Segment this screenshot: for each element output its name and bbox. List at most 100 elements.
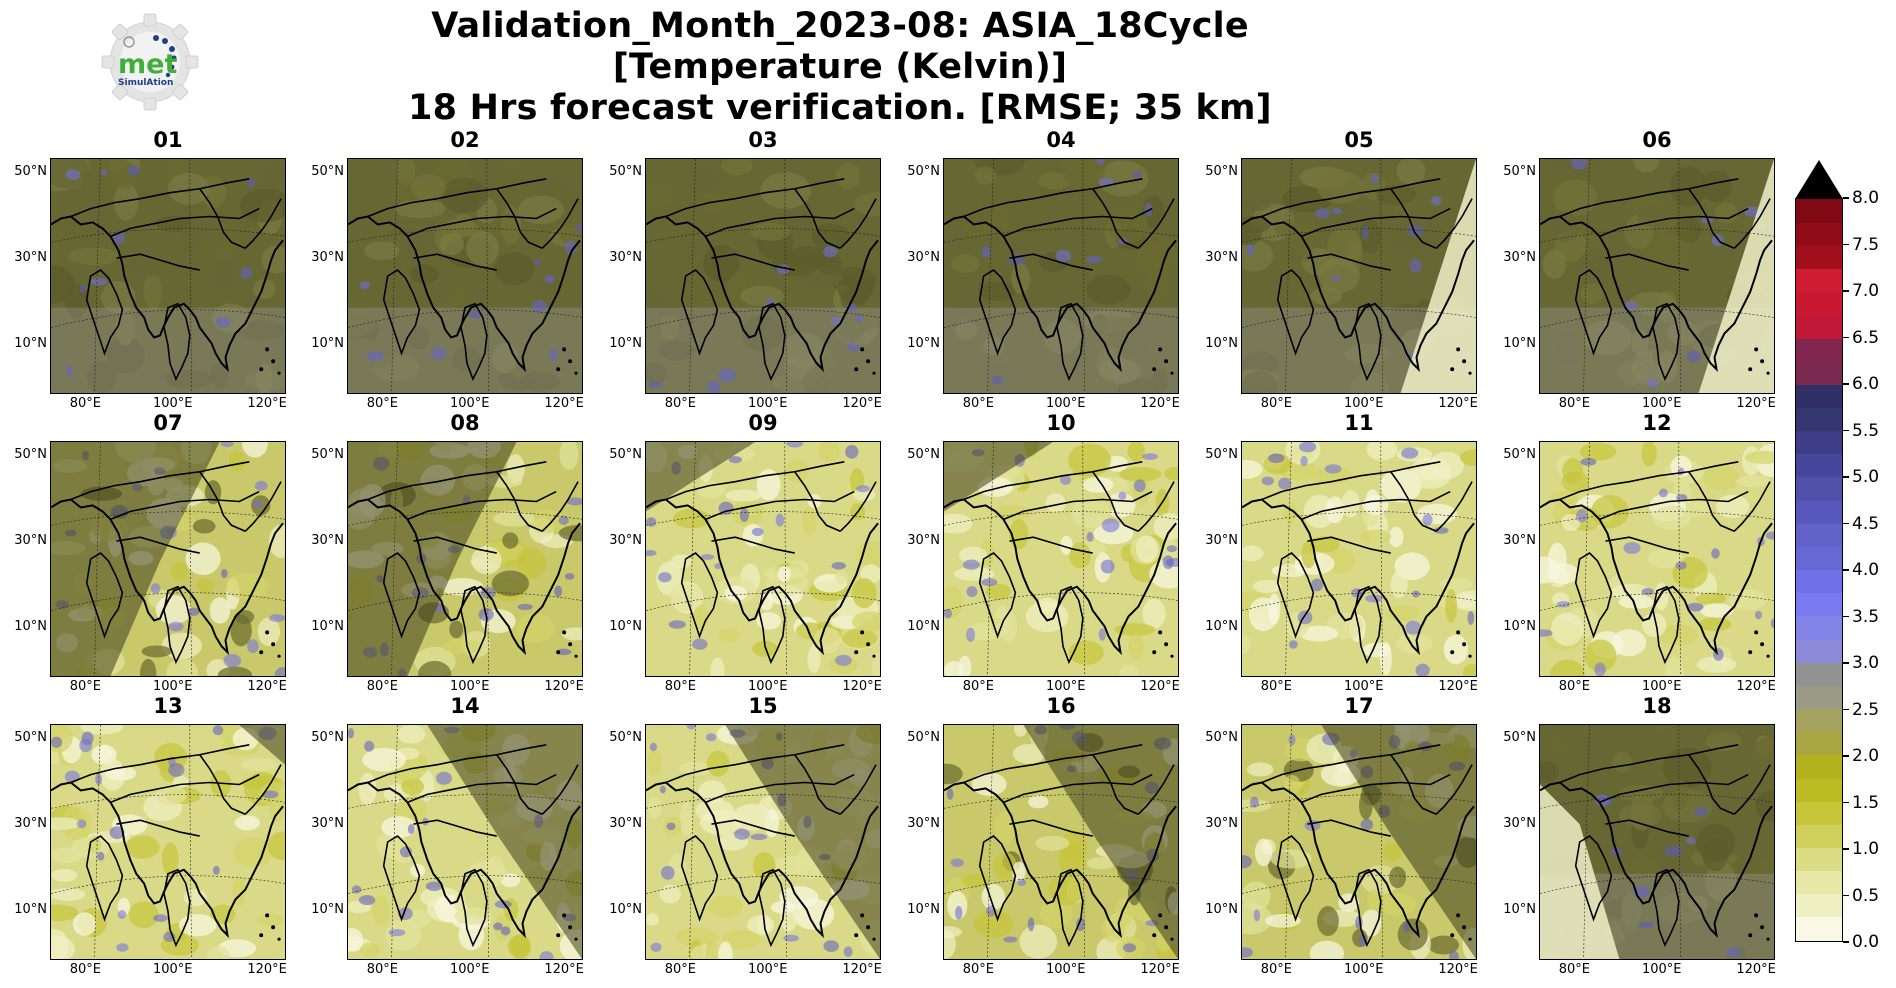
lon-tick-label: 120°E (247, 679, 287, 694)
rmse-map-panel (645, 441, 881, 677)
lat-tick-label: 10°N (609, 902, 642, 918)
panel-title: 02 (450, 128, 480, 152)
figure-title: Validation_Month_2023-08: ASIA_18Cycle [… (330, 6, 1350, 129)
rmse-map-panel (943, 441, 1179, 677)
colorbar (1795, 198, 1843, 942)
lon-tick-label: 80°E (1558, 679, 1591, 694)
lat-tick-label: 30°N (1205, 533, 1238, 549)
lat-tick-label: 30°N (1503, 533, 1536, 549)
logo-main-text: met (118, 49, 177, 80)
lat-tick-label: 50°N (14, 729, 47, 745)
colorbar-segment (1796, 777, 1842, 802)
lon-tick-label: 120°E (247, 396, 287, 411)
rmse-map-panel (1241, 724, 1477, 960)
colorbar-tick-label: 8.0 (1852, 188, 1880, 208)
colorbar-tick-label: 5.0 (1852, 467, 1880, 487)
lon-tick-label: 80°E (366, 962, 399, 977)
colorbar-segment (1796, 268, 1842, 293)
lon-tick-label: 120°E (1140, 679, 1180, 694)
lat-tick-label: 10°N (907, 336, 940, 352)
lon-tick-label: 80°E (664, 396, 697, 411)
lon-tick-label: 80°E (962, 396, 995, 411)
colorbar-segment (1796, 569, 1842, 594)
lat-tick-label: 50°N (609, 446, 642, 462)
lon-tick-label: 100°E (152, 679, 193, 694)
lat-tick-label: 50°N (1503, 446, 1536, 462)
lon-tick-label: 120°E (1438, 962, 1478, 977)
lat-tick-label: 30°N (311, 533, 344, 549)
map-field (348, 159, 582, 393)
colorbar-segment (1796, 430, 1842, 455)
lon-tick-label: 80°E (69, 679, 102, 694)
lat-tick-label: 30°N (311, 816, 344, 832)
lat-tick-label: 30°N (14, 533, 47, 549)
colorbar-segment (1796, 245, 1842, 270)
colorbar-segment (1796, 337, 1842, 362)
colorbar-segment (1796, 662, 1842, 686)
map-field (944, 725, 1178, 959)
logo-sub-text: SimulAtion (118, 78, 173, 88)
rmse-map-panel (1241, 158, 1477, 394)
lat-tick-label: 30°N (1205, 250, 1238, 266)
panel-title: 03 (748, 128, 778, 152)
lat-tick-label: 50°N (311, 163, 344, 179)
colorbar-tick-label: 3.5 (1852, 606, 1880, 627)
lon-tick-label: 100°E (152, 962, 193, 977)
lat-tick-label: 10°N (907, 902, 940, 918)
lat-tick-label: 30°N (14, 250, 47, 266)
colorbar-tick (1843, 569, 1849, 571)
panel-title: 18 (1642, 694, 1672, 718)
colorbar-segment (1796, 708, 1842, 733)
colorbar-segment (1796, 314, 1842, 339)
panel-title: 12 (1642, 411, 1672, 435)
lon-tick-label: 100°E (747, 396, 788, 411)
lon-tick-label: 120°E (1438, 396, 1478, 411)
map-field (944, 442, 1178, 676)
colorbar-tick (1843, 662, 1849, 664)
colorbar-segment (1796, 754, 1842, 779)
panel-title: 08 (450, 411, 480, 435)
lat-tick-label: 30°N (907, 250, 940, 266)
colorbar-segment (1796, 731, 1842, 756)
rmse-map-panel (1539, 158, 1775, 394)
lat-tick-label: 50°N (1503, 729, 1536, 745)
lon-tick-label: 100°E (1641, 962, 1682, 977)
map-field (51, 725, 285, 959)
panel-title: 13 (153, 694, 183, 718)
gear-logo-icon: met SimulAtion (101, 13, 199, 111)
colorbar-segment (1796, 824, 1842, 848)
colorbar-segment (1796, 407, 1842, 432)
colorbar-tick-label: 4.0 (1852, 560, 1880, 580)
colorbar-segment (1796, 638, 1842, 663)
lon-tick-label: 100°E (747, 962, 788, 977)
lon-tick-label: 120°E (1736, 962, 1776, 977)
map-field (51, 442, 285, 676)
lon-tick-label: 120°E (1140, 396, 1180, 411)
lat-tick-label: 30°N (1205, 816, 1238, 832)
colorbar-tick-label: 1.5 (1852, 792, 1880, 813)
colorbar-segment (1796, 291, 1842, 316)
lon-tick-label: 100°E (1045, 962, 1086, 977)
lon-tick-label: 80°E (1260, 396, 1293, 411)
colorbar-tick (1843, 708, 1849, 711)
panel-title: 16 (1046, 694, 1076, 718)
map-field (1540, 159, 1774, 393)
lat-tick-label: 10°N (1205, 336, 1238, 352)
colorbar-tick-label: 6.5 (1852, 327, 1880, 348)
colorbar-tick-label: 2.0 (1852, 746, 1880, 766)
colorbar-tick (1843, 429, 1849, 432)
panel-title: 15 (748, 694, 778, 718)
lat-tick-label: 30°N (907, 816, 940, 832)
lon-tick-label: 120°E (842, 396, 882, 411)
lat-tick-label: 50°N (1503, 163, 1536, 179)
map-field (944, 159, 1178, 393)
panel-title: 11 (1344, 411, 1374, 435)
lon-tick-label: 100°E (449, 396, 490, 411)
colorbar-segment (1796, 453, 1842, 478)
lon-tick-label: 80°E (69, 962, 102, 977)
lat-tick-label: 10°N (311, 902, 344, 918)
map-field (1242, 725, 1476, 959)
lon-tick-label: 120°E (544, 679, 584, 694)
colorbar-tick (1843, 848, 1849, 850)
lat-tick-label: 50°N (1205, 729, 1238, 745)
